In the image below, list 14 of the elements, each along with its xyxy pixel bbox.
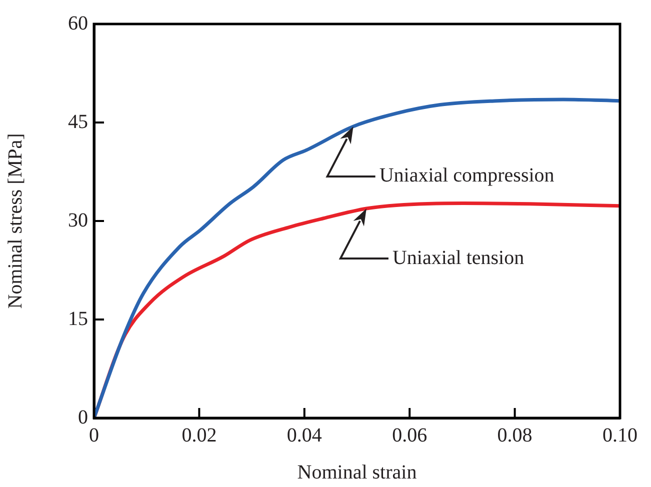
x-axis-title: Nominal strain (297, 461, 417, 484)
annotation: Uniaxial compression (379, 164, 554, 187)
x-tick-label: 0.06 (392, 424, 428, 446)
x-tick-label: 0.02 (182, 424, 217, 446)
y-tick-label: 30 (68, 209, 88, 232)
x-tick-label: 0.10 (602, 424, 638, 446)
y-tick-label: 15 (68, 308, 88, 330)
y-tick-label: 60 (68, 12, 88, 34)
x-tick-label: 0.04 (286, 424, 322, 446)
x-tick-label: 0.08 (497, 424, 532, 446)
y-tick-label: 0 (78, 406, 88, 428)
y-axis-title: Nominal stress [MPa] (4, 133, 26, 309)
y-tick-label: 45 (68, 110, 88, 133)
annotation: Uniaxial tension (392, 246, 524, 269)
